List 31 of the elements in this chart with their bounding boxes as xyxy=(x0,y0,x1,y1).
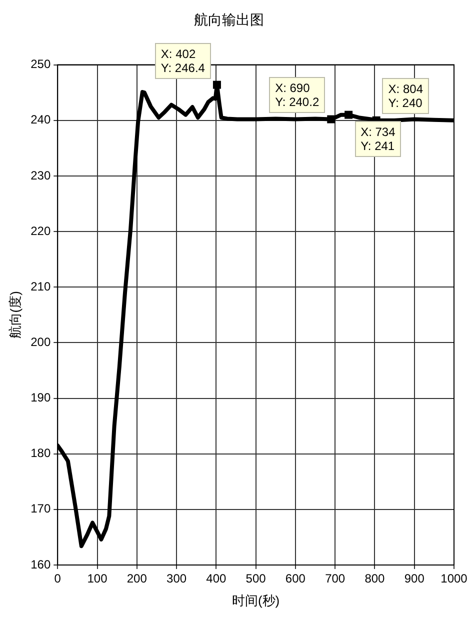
x-tick-label: 500 xyxy=(246,572,266,586)
y-tick-label: 200 xyxy=(30,335,51,349)
y-tick-label: 210 xyxy=(30,279,51,294)
point xyxy=(212,80,221,89)
x-tick-label: 800 xyxy=(364,572,386,586)
x-tick-label: 100 xyxy=(87,572,108,586)
annotation: X: 804 Y: 240 xyxy=(382,78,429,114)
x-axis-title: 时间(秒) xyxy=(232,592,280,608)
annotation: X: 690 Y: 240.2 xyxy=(269,77,326,114)
y-tick-label: 160 xyxy=(30,557,51,572)
y-tick-label: 180 xyxy=(30,446,51,460)
point xyxy=(327,115,336,124)
annotation: X: 734 Y: 241 xyxy=(354,120,402,157)
y-tick-label: 240 xyxy=(30,112,51,127)
y-tick-label: 220 xyxy=(30,224,51,238)
x-tick-label: 1000 xyxy=(440,572,468,586)
y-tick-label: 190 xyxy=(30,390,51,405)
point xyxy=(344,110,353,119)
annotation: X: 402 Y: 246.4 xyxy=(154,42,211,79)
y-tick-label: 170 xyxy=(30,502,51,516)
x-tick-label: 200 xyxy=(126,572,148,586)
x-tick-label: 900 xyxy=(404,572,425,586)
y-tick-label: 250 xyxy=(30,57,51,72)
y-axis-title: 航向(度) xyxy=(7,291,22,339)
chart-title: 航向输出图 xyxy=(194,11,264,28)
x-tick-label: 400 xyxy=(206,572,227,586)
x-tick-label: 300 xyxy=(166,572,187,586)
x-tick-label: 0 xyxy=(54,572,62,586)
x-tick-label: 700 xyxy=(325,572,346,586)
y-tick-label: 230 xyxy=(30,168,51,182)
x-tick-label: 600 xyxy=(285,572,306,586)
